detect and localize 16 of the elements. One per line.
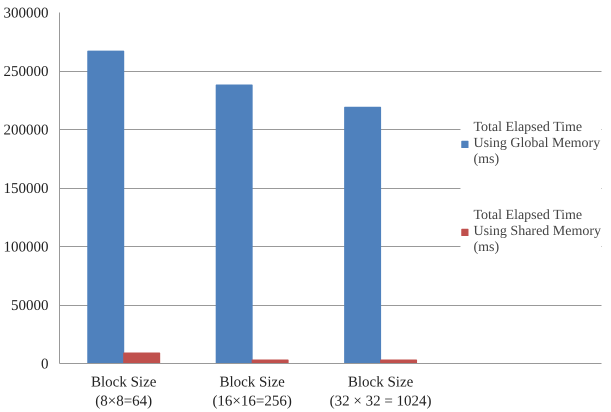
legend-label: Total Elapsed Time Using Global Memory (ms) [473, 120, 600, 168]
x-tick-label: Block Size (16×16=256) [212, 374, 292, 410]
bar [344, 106, 382, 364]
y-tick-label: 0 [41, 356, 48, 372]
y-tick-label: 100000 [4, 240, 48, 256]
bar [216, 84, 253, 364]
x-tick-label: Block Size (8×8=64) [91, 374, 157, 410]
bar [123, 352, 160, 364]
y-tick-label: 150000 [4, 181, 48, 197]
y-tick-label: 300000 [4, 6, 48, 22]
y-tick-label: 50000 [11, 298, 48, 314]
bar [87, 50, 124, 364]
legend-label: Total Elapsed Time Using Shared Memory (ms) [473, 208, 601, 256]
y-tick-label: 250000 [4, 64, 48, 80]
y-tick-label: 200000 [4, 122, 48, 138]
x-tick-label: Block Size (32 × 32 = 1024) [330, 374, 432, 410]
